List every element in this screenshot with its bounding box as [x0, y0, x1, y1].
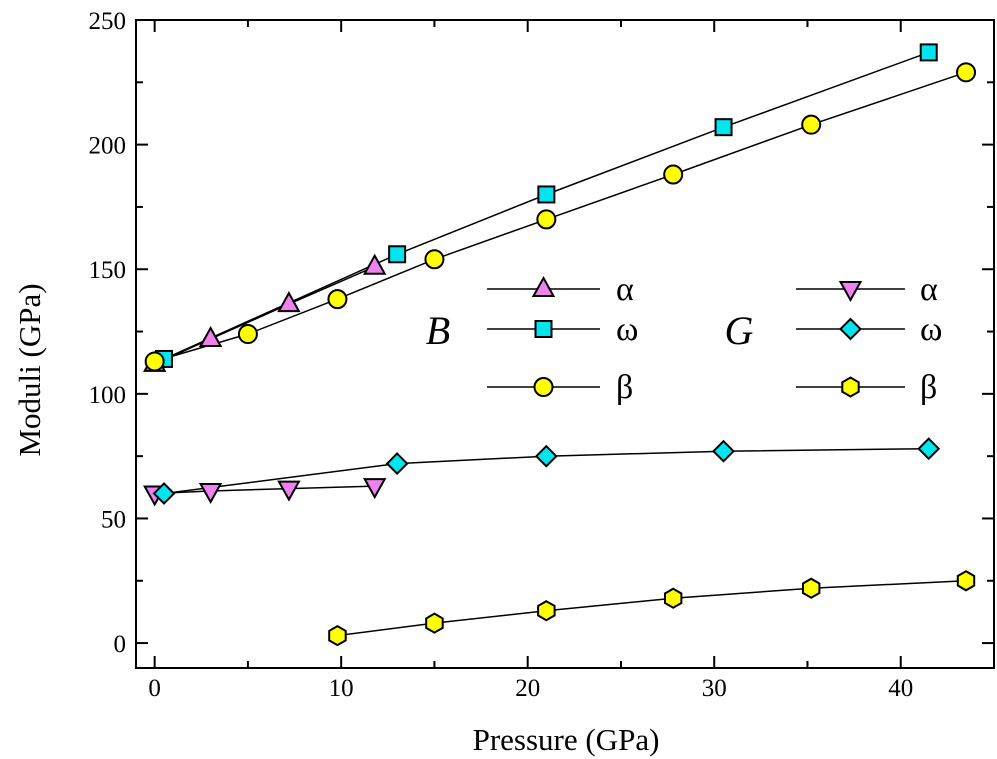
legend-marker-b-beta [533, 377, 554, 397]
data-point-g-beta [664, 587, 683, 609]
series-markers [143, 43, 977, 647]
data-point-b-alpha [198, 325, 223, 347]
data-point-b-beta [956, 62, 977, 83]
y-tick-label: 250 [89, 8, 127, 35]
legend-label-b-beta: β [616, 369, 633, 406]
data-point-b-beta [327, 289, 348, 310]
legend-label-g-alpha: α [920, 271, 938, 308]
data-point-g-beta [802, 577, 821, 599]
data-point-g-beta [425, 612, 444, 634]
data-point-b-alpha [363, 253, 387, 275]
x-axis-title: Pressure (GPa) [473, 722, 660, 757]
axes: 0 10 20 30 40 0 50 100 150 200 250 [89, 8, 995, 702]
data-point-g-alpha [277, 480, 301, 502]
data-point-b-beta [424, 249, 445, 270]
data-point-g-beta [956, 570, 976, 592]
legend-group-label-b: B [426, 308, 450, 353]
y-tick-label: 200 [89, 133, 127, 160]
legend-marker-g-beta [841, 376, 860, 398]
legend-group-label-g: G [725, 308, 754, 353]
series-line-b-omega [163, 51, 929, 360]
data-point-b-omega [537, 185, 556, 204]
y-tick-label: 50 [101, 506, 126, 533]
series-line-g-alpha [154, 485, 375, 495]
series-lines [154, 51, 967, 637]
series-line-b-alpha [154, 266, 375, 365]
data-point-g-alpha [198, 483, 223, 505]
legend-label-b-omega: ω [616, 311, 638, 348]
plot-frame [135, 19, 995, 669]
x-tick-label: 20 [515, 675, 540, 702]
series-line-b-beta [154, 71, 967, 363]
legend-label-g-omega: ω [920, 311, 942, 348]
legend-marker-b-omega [534, 320, 553, 338]
y-tick-label: 100 [89, 382, 127, 409]
y-tick-label: 150 [89, 257, 127, 284]
data-point-b-beta [144, 351, 165, 372]
x-tick-label: 10 [329, 675, 354, 702]
data-point-g-omega [152, 482, 176, 505]
data-point-g-omega [534, 444, 558, 468]
data-point-g-beta [537, 600, 556, 622]
data-point-b-omega [388, 245, 407, 264]
series-line-g-beta [337, 580, 967, 637]
data-point-g-beta [328, 624, 347, 647]
data-point-b-omega [714, 118, 733, 137]
x-tick-label: 40 [888, 675, 913, 702]
legend-label-b-alpha: α [616, 271, 634, 308]
x-tick-label: 0 [148, 675, 161, 702]
y-tick-label: 0 [114, 631, 127, 658]
data-point-g-omega [712, 439, 735, 463]
legend-marker-g-alpha [838, 281, 863, 303]
data-point-b-omega [919, 43, 938, 62]
legend-label-g-beta: β [920, 369, 937, 406]
legend-marker-g-omega [839, 317, 862, 341]
data-point-g-alpha [363, 478, 387, 500]
data-point-b-beta [801, 114, 822, 135]
x-tick-label: 30 [702, 675, 727, 702]
data-point-b-beta [536, 209, 557, 230]
legend-marker-b-alpha [531, 275, 556, 297]
y-axis-title: Moduli (GPa) [12, 283, 47, 456]
data-point-g-omega [385, 452, 409, 476]
data-point-b-beta [237, 324, 258, 345]
data-point-g-omega [917, 437, 941, 461]
data-point-b-alpha [277, 291, 301, 313]
data-point-b-beta [663, 164, 684, 185]
